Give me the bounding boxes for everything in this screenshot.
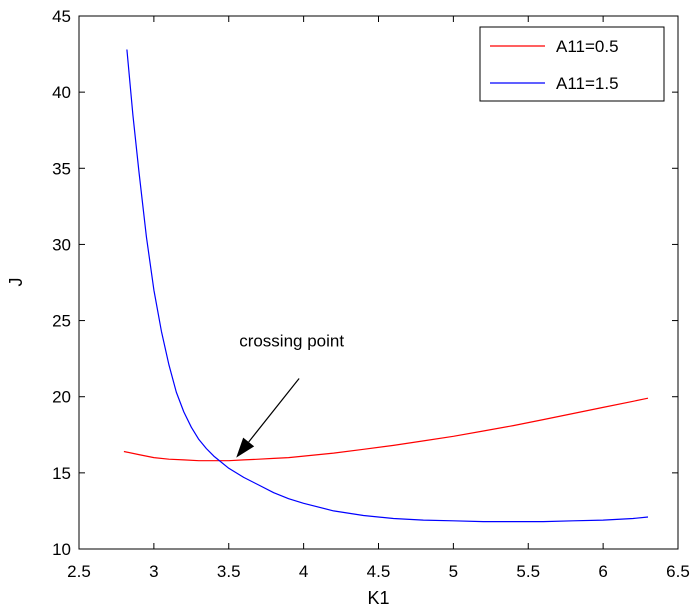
x-tick-label: 5 bbox=[449, 562, 458, 581]
x-tick-label: 3.5 bbox=[217, 562, 241, 581]
y-tick-label: 40 bbox=[52, 83, 71, 102]
annotation-arrow bbox=[248, 378, 300, 443]
legend-box bbox=[479, 26, 665, 102]
legend-label-a11-0-5: A11=0.5 bbox=[556, 37, 619, 56]
y-tick-label: 20 bbox=[52, 388, 71, 407]
series-line-a11-0-5 bbox=[123, 397, 649, 462]
y-tick-label: 10 bbox=[52, 540, 71, 559]
series-line-a11-1-5 bbox=[126, 49, 649, 523]
annotation-layer: crossing point bbox=[236, 331, 344, 458]
legend: A11=0.5 A11=1.5 bbox=[479, 26, 665, 102]
x-tick-label: 6 bbox=[598, 562, 607, 581]
y-tick-label: 25 bbox=[52, 312, 71, 331]
x-tick-label: 4 bbox=[299, 562, 308, 581]
x-axis: 2.5 3 3.5 4 4.5 5 5.5 6 6.5 bbox=[67, 16, 690, 581]
y-tick-label: 35 bbox=[52, 159, 71, 178]
y-axis: 10 15 20 25 30 35 40 45 bbox=[52, 7, 678, 559]
x-tick-label: 3 bbox=[149, 562, 158, 581]
x-tick-label: 5.5 bbox=[516, 562, 540, 581]
annotation-label: crossing point bbox=[239, 331, 344, 350]
legend-label-a11-1-5: A11=1.5 bbox=[556, 74, 619, 93]
series-layer bbox=[123, 49, 649, 523]
x-tick-label: 2.5 bbox=[67, 562, 91, 581]
y-tick-label: 15 bbox=[52, 464, 71, 483]
y-tick-label: 45 bbox=[52, 7, 71, 26]
x-tick-label: 4.5 bbox=[367, 562, 391, 581]
y-axis-label: J bbox=[6, 278, 26, 287]
annotation-arrowhead bbox=[236, 437, 255, 458]
x-tick-label: 6.5 bbox=[666, 562, 690, 581]
y-tick-label: 30 bbox=[52, 235, 71, 254]
x-axis-label: K1 bbox=[367, 588, 389, 608]
